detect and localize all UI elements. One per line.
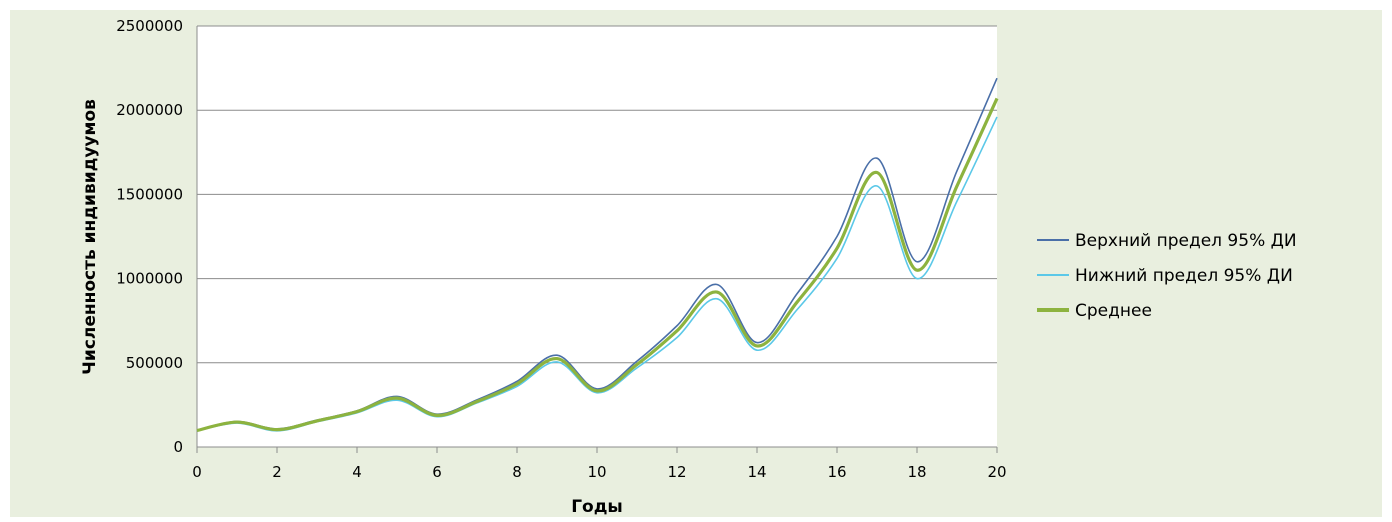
- series-line-mean: [196, 97, 999, 433]
- x-tick-label: 10: [587, 463, 606, 481]
- x-tick-label: 8: [512, 463, 522, 481]
- legend-label-lower: Нижний предел 95% ДИ: [1075, 266, 1293, 286]
- x-tick-label: 20: [987, 463, 1006, 481]
- gridlines: [197, 25, 997, 364]
- x-tick-label: 16: [827, 463, 846, 481]
- y-tick-label: 2500000: [116, 17, 183, 35]
- y-axis-title: Численность индивидуумов: [80, 99, 100, 375]
- legend: Верхний предел 95% ДИ Нижний предел 95% …: [1037, 231, 1297, 321]
- plot-area: [197, 26, 997, 447]
- y-tick-label: 1500000: [116, 185, 183, 203]
- axes: [196, 26, 998, 453]
- x-tick-label: 2: [272, 463, 282, 481]
- x-tick-label: 0: [192, 463, 202, 481]
- y-tick-label: 0: [173, 438, 183, 456]
- series-lines: [196, 77, 999, 433]
- x-tick-label: 6: [432, 463, 442, 481]
- x-tick-labels: 0 2 4 6 8 10 12 14 16 18 20: [192, 463, 1006, 481]
- x-axis-title: Годы: [571, 497, 623, 517]
- y-tick-label: 500000: [126, 354, 183, 372]
- y-tick-labels: 0 500000 1000000 1500000 2000000 2500000: [116, 17, 183, 456]
- y-tick-label: 2000000: [116, 101, 183, 119]
- x-tick-label: 4: [352, 463, 362, 481]
- y-tick-label: 1000000: [116, 270, 183, 288]
- legend-label-mean: Среднее: [1075, 301, 1152, 321]
- x-tick-label: 14: [747, 463, 766, 481]
- x-tick-label: 12: [667, 463, 686, 481]
- legend-label-upper: Верхний предел 95% ДИ: [1075, 231, 1297, 251]
- x-tick-label: 18: [907, 463, 926, 481]
